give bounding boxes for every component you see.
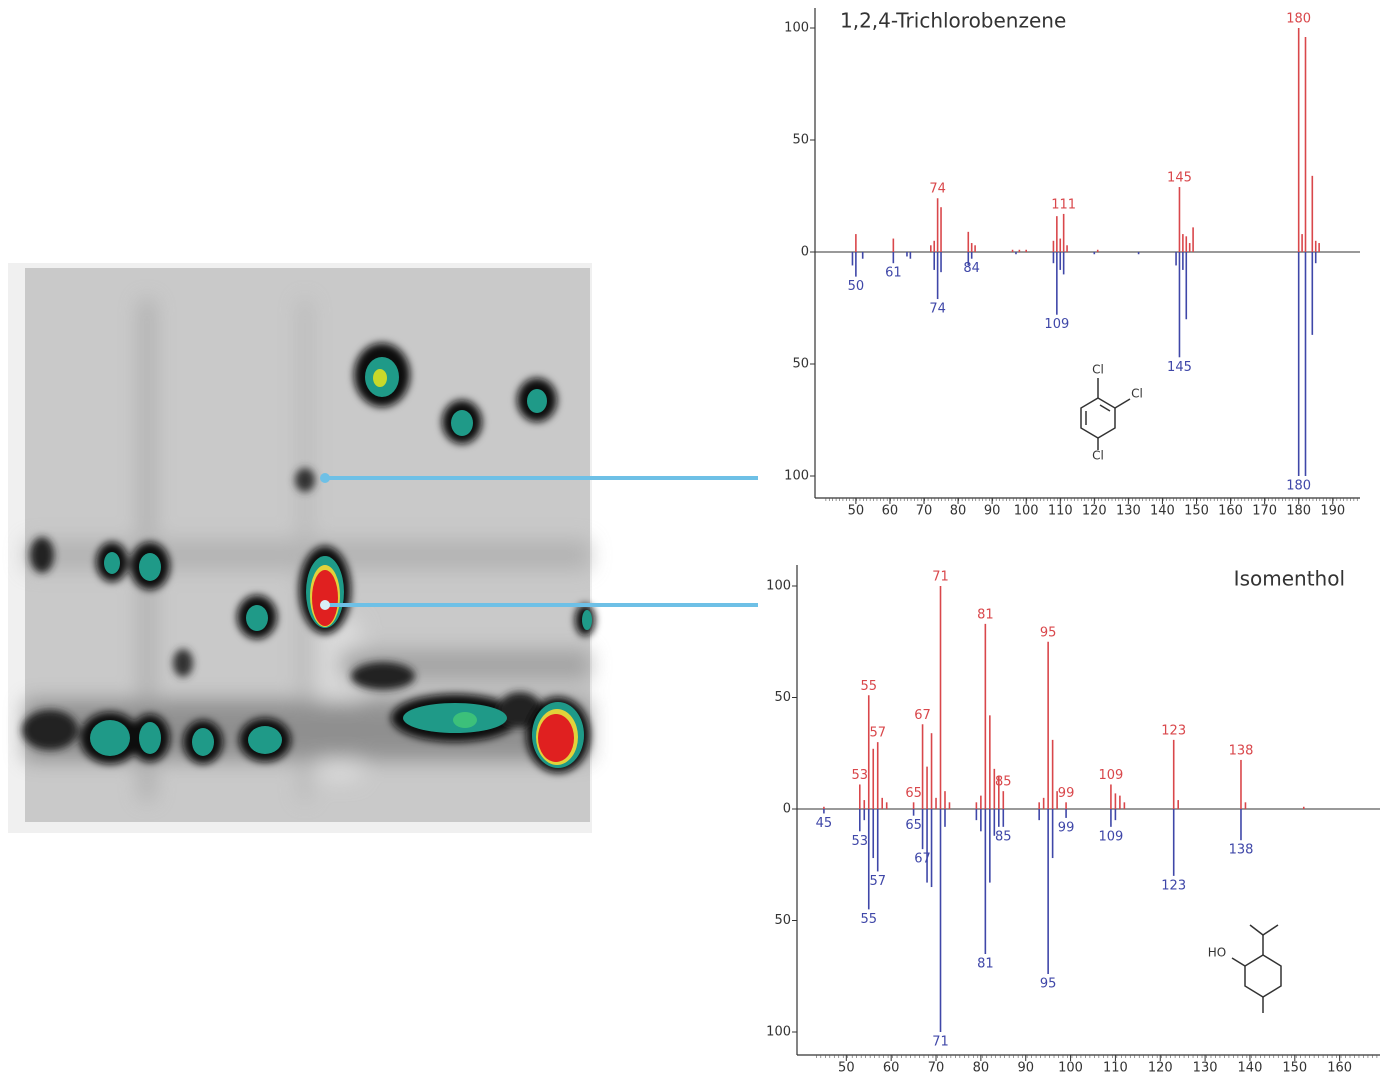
x-tick-label: 160: [1218, 504, 1243, 519]
peak-label: 57: [869, 874, 886, 889]
peak-label: 81: [977, 956, 994, 971]
peak-label: 138: [1229, 843, 1254, 858]
x-tick-label: 70: [916, 504, 933, 519]
peak-label: 74: [929, 302, 946, 317]
peak-label: 85: [995, 775, 1012, 790]
x-tick-label: 60: [882, 504, 899, 519]
y-tick-label: 0: [783, 802, 791, 817]
y-tick-label: 100: [784, 21, 809, 36]
atom-label: HO: [1208, 946, 1226, 960]
x-tick-label: 120: [1148, 1061, 1173, 1076]
peak-label: 99: [1058, 820, 1075, 835]
x-tick-label: 100: [1058, 1061, 1083, 1076]
y-tick-label: 100: [766, 1025, 791, 1040]
atom-label: Cl: [1092, 363, 1104, 377]
peak-label: 45: [816, 816, 833, 831]
peak-label: 81: [977, 607, 994, 622]
chart-title: Isomenthol: [1234, 567, 1345, 591]
y-tick-label: 50: [774, 913, 791, 928]
x-tick-label: 110: [1103, 1061, 1128, 1076]
peak-label: 71: [932, 570, 949, 585]
peak-label: 99: [1058, 786, 1075, 801]
y-tick-label: 50: [792, 357, 809, 372]
peak-label: 123: [1161, 878, 1186, 893]
peak-label: 145: [1167, 171, 1192, 186]
peak-label: 65: [905, 786, 922, 801]
peak-label: 138: [1229, 743, 1254, 758]
peak-label: 67: [914, 708, 931, 723]
x-tick-label: 90: [984, 504, 1001, 519]
peak-label: 109: [1099, 768, 1124, 783]
peak-label: 180: [1286, 479, 1311, 494]
peak-label: 55: [860, 679, 877, 694]
peak-label: 74: [929, 182, 946, 197]
x-tick-label: 90: [1017, 1061, 1034, 1076]
atom-label: Cl: [1092, 449, 1104, 463]
y-tick-label: 50: [774, 690, 791, 705]
peak-label: 65: [905, 818, 922, 833]
peak-label: 111: [1051, 197, 1076, 212]
x-tick-label: 110: [1048, 504, 1073, 519]
x-tick-label: 130: [1116, 504, 1141, 519]
peak-label: 85: [995, 829, 1012, 844]
x-tick-label: 50: [838, 1061, 855, 1076]
peak-label: 57: [869, 726, 886, 741]
x-tick-label: 130: [1193, 1061, 1218, 1076]
chart-title: 1,2,4-Trichlorobenzene: [840, 9, 1066, 33]
x-tick-label: 140: [1150, 504, 1175, 519]
peak-label: 109: [1099, 829, 1124, 844]
peak-label: 95: [1040, 977, 1057, 992]
peak-label: 55: [860, 912, 877, 927]
structure-isomenthol: HO: [1208, 925, 1281, 1013]
peak-label: 53: [852, 834, 869, 849]
gc-heatmap: [8, 263, 595, 833]
x-tick-label: 70: [928, 1061, 945, 1076]
x-tick-label: 150: [1282, 1061, 1307, 1076]
y-tick-label: 50: [792, 133, 809, 148]
peak-label: 145: [1167, 360, 1192, 375]
atom-label: Cl: [1131, 387, 1143, 401]
figure: Cl Cl Cl HO 1,2,4-Trichlorobenzene 50 60 70…: [0, 0, 1392, 1077]
x-tick-label: 140: [1238, 1061, 1263, 1076]
peak-label: 109: [1044, 317, 1069, 332]
x-tick-label: 80: [973, 1061, 990, 1076]
y-tick-label: 100: [766, 579, 791, 594]
peak-label: 53: [852, 768, 869, 783]
structure-trichlorobenzene: Cl Cl Cl: [1081, 363, 1143, 463]
x-tick-label: 50: [848, 504, 865, 519]
x-tick-label: 120: [1082, 504, 1107, 519]
y-tick-label: 100: [784, 469, 809, 484]
x-tick-label: 160: [1327, 1061, 1352, 1076]
peak-label: 95: [1040, 625, 1057, 640]
x-tick-label: 180: [1286, 504, 1311, 519]
peak-label: 180: [1286, 12, 1311, 27]
x-tick-label: 60: [883, 1061, 900, 1076]
peak-label: 67: [914, 852, 931, 867]
peak-label: 50: [848, 279, 865, 294]
peak-label: 84: [963, 261, 980, 276]
x-tick-label: 100: [1014, 504, 1039, 519]
x-tick-label: 150: [1184, 504, 1209, 519]
peak-label: 61: [885, 266, 902, 281]
x-tick-label: 80: [950, 504, 967, 519]
y-tick-label: 0: [801, 245, 809, 260]
x-tick-label: 190: [1320, 504, 1345, 519]
peak-label: 123: [1161, 723, 1186, 738]
peak-label: 71: [932, 1035, 949, 1050]
x-tick-label: 170: [1252, 504, 1277, 519]
